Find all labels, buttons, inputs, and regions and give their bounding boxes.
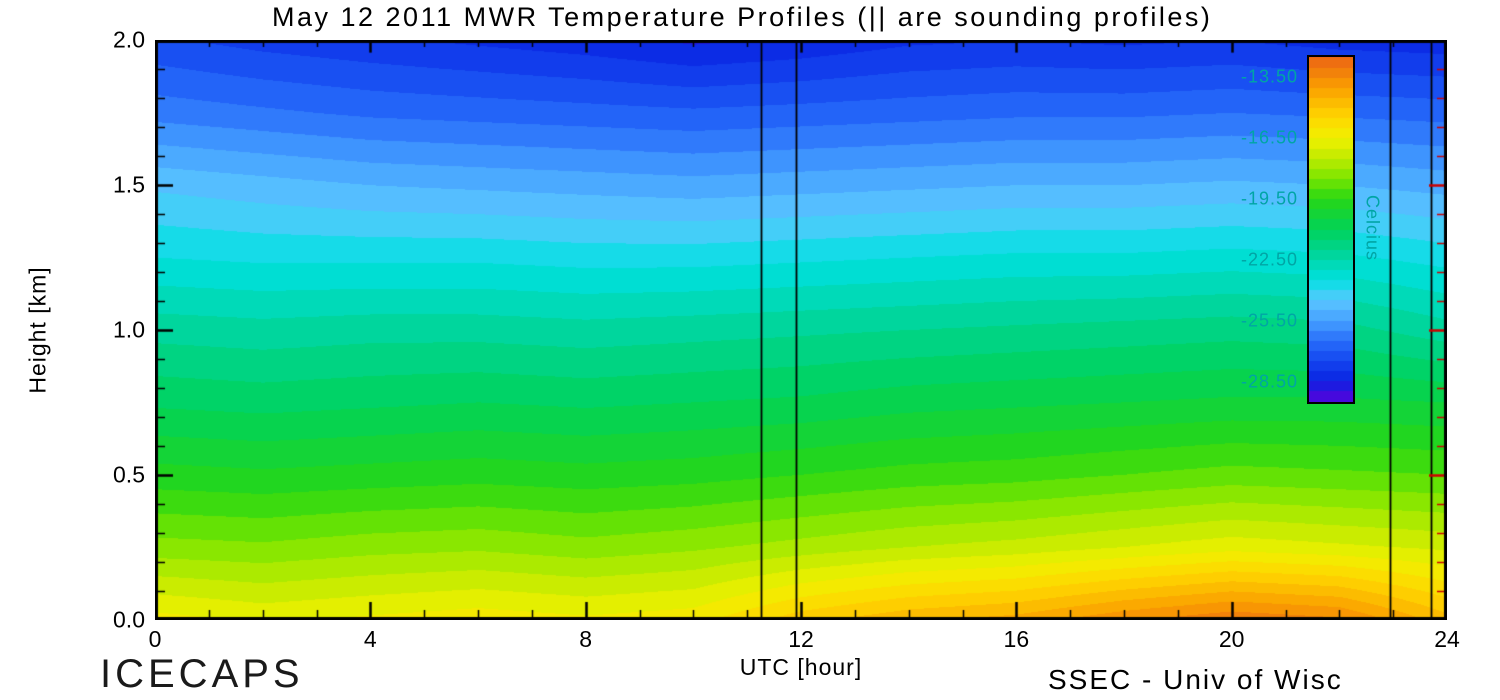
x-tick-label: 8 <box>579 626 593 652</box>
colorbar-tick-label: -19.50 <box>1240 188 1298 209</box>
temperature-heatmap-canvas <box>155 40 1447 620</box>
colorbar-tick-label: -16.50 <box>1240 127 1298 148</box>
colorbar-tick-label: -28.50 <box>1240 371 1298 392</box>
x-tick-label: 16 <box>1003 626 1030 652</box>
x-tick-label: 24 <box>1434 626 1460 652</box>
y-axis-label: Height [km] <box>24 266 51 394</box>
y-tick-label: 0.5 <box>113 461 145 488</box>
project-label-icecaps: ICECAPS <box>100 652 304 696</box>
x-tick-label: 4 <box>363 626 377 652</box>
y-tick-label: 1.5 <box>113 171 145 198</box>
x-tick-label: 12 <box>788 626 814 652</box>
y-tick-label: 1.0 <box>113 316 145 343</box>
x-tick-label: 0 <box>148 626 162 652</box>
colorbar-title: Celcius <box>1362 194 1383 262</box>
x-axis-label: UTC [hour] <box>739 654 863 680</box>
y-tick-label: 2.0 <box>113 26 145 53</box>
colorbar-tick-label: -13.50 <box>1240 66 1298 87</box>
y-tick-label: 0.0 <box>113 606 145 633</box>
colorbar-tick-label: -22.50 <box>1240 249 1298 270</box>
colorbar-canvas <box>1307 55 1355 404</box>
colorbar-tick-label: -25.50 <box>1240 310 1298 331</box>
chart-title: May 12 2011 MWR Temperature Profiles (||… <box>272 2 1213 32</box>
x-tick-label: 20 <box>1218 626 1245 652</box>
credit-label-ssec: SSEC - Univ of Wisc <box>1048 664 1343 695</box>
